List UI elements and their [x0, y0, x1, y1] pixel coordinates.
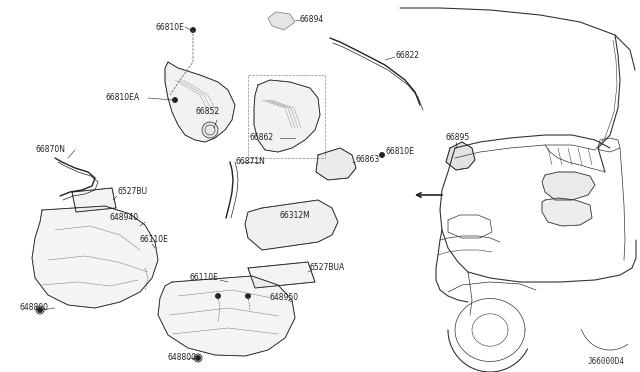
Circle shape: [38, 308, 42, 312]
Circle shape: [202, 122, 218, 138]
Text: 66810EA: 66810EA: [105, 93, 139, 103]
Text: 66822: 66822: [395, 51, 419, 60]
Text: 66852: 66852: [195, 108, 219, 116]
Circle shape: [380, 153, 385, 157]
Text: 66863: 66863: [355, 155, 380, 164]
Text: 648950: 648950: [270, 294, 299, 302]
Polygon shape: [245, 200, 338, 250]
Polygon shape: [72, 188, 116, 212]
Text: 6527BU: 6527BU: [118, 187, 148, 196]
Polygon shape: [542, 198, 592, 226]
Circle shape: [173, 97, 177, 103]
Circle shape: [195, 356, 200, 360]
Text: 648800: 648800: [168, 353, 197, 362]
Text: 66110E: 66110E: [140, 235, 169, 244]
Polygon shape: [158, 276, 295, 356]
Text: 648800: 648800: [20, 304, 49, 312]
Polygon shape: [32, 206, 158, 308]
Circle shape: [246, 294, 250, 298]
Polygon shape: [542, 172, 595, 200]
Text: 66810E: 66810E: [385, 148, 414, 157]
Polygon shape: [165, 62, 235, 142]
Text: 66810E: 66810E: [155, 22, 184, 32]
Text: 66895: 66895: [445, 134, 469, 142]
Polygon shape: [316, 148, 356, 180]
Circle shape: [216, 294, 221, 298]
Polygon shape: [254, 80, 320, 152]
Polygon shape: [446, 142, 475, 170]
Text: 66862: 66862: [250, 134, 274, 142]
Text: 66871N: 66871N: [235, 157, 265, 167]
Polygon shape: [268, 12, 295, 30]
Text: 66312M: 66312M: [280, 211, 311, 219]
Polygon shape: [248, 262, 315, 288]
Text: 648940: 648940: [110, 214, 139, 222]
Text: J66000D4: J66000D4: [588, 357, 625, 366]
Text: 66870N: 66870N: [35, 145, 65, 154]
Text: 66894: 66894: [300, 16, 324, 25]
Text: 66110E: 66110E: [190, 273, 219, 282]
Text: 6527BUA: 6527BUA: [310, 263, 345, 273]
Circle shape: [191, 28, 195, 32]
